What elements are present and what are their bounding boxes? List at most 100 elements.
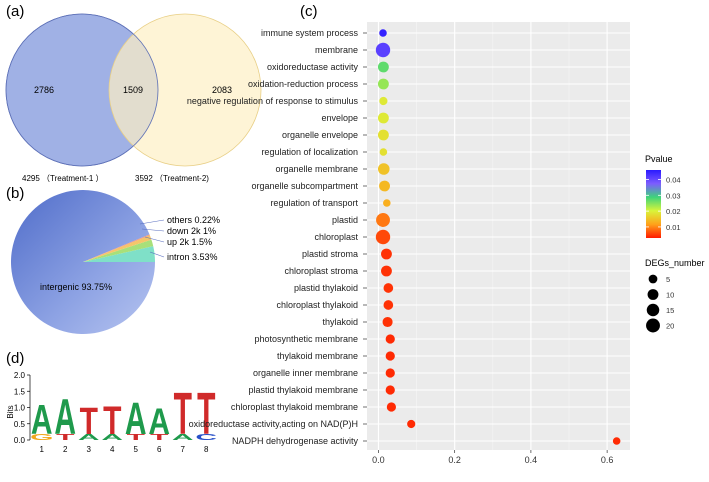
- dot-point: [379, 148, 388, 156]
- logo-position-label: 5: [134, 445, 139, 454]
- logo-position-label: 8: [204, 445, 209, 454]
- degs-legend-dot: [646, 303, 660, 317]
- logo-letter-main: A: [148, 402, 170, 443]
- logo-letter-main: A: [54, 389, 76, 445]
- dot-point: [377, 112, 389, 124]
- degs-legend-dot: [646, 318, 660, 333]
- pvalue-legend: Pvalue 0.04 0.03 0.02 0.01: [645, 154, 681, 238]
- venn-right-count: 2083: [212, 85, 232, 95]
- logo-letter-minor: A: [101, 432, 123, 441]
- venn-caption-treatment-1: 4295 （Treatment-1 ）: [22, 174, 104, 183]
- pvalue-tick-label: 0.03: [666, 191, 681, 200]
- pvalue-tick-label: 0.01: [666, 223, 681, 232]
- pie-leader-lines: [139, 219, 165, 258]
- dot-point: [407, 419, 416, 429]
- dot-point: [375, 229, 391, 245]
- pie-slice-intron: [83, 246, 155, 262]
- pie-slice-others: [83, 234, 150, 262]
- panel-a: (a) 2786 1509 2083 4295 （Treatment-1 ） 3…: [5, 3, 262, 183]
- degs-legend-label: 15: [666, 306, 674, 315]
- logo-position-label: 3: [87, 445, 92, 454]
- dot-point: [377, 78, 389, 90]
- logo-letter-minor: A: [78, 432, 100, 441]
- category-label: thylakoid: [322, 317, 358, 327]
- venn-overlap-count: 1509: [123, 85, 143, 95]
- pvalue-legend-title: Pvalue: [645, 154, 673, 164]
- pie-slice-up-2k: [83, 239, 154, 262]
- category-label: chloroplast stroma: [284, 266, 358, 276]
- logo-position-label: 2: [63, 445, 68, 454]
- dot-point: [377, 129, 389, 141]
- pie-label-intergenic: intergenic 93.75%: [40, 282, 112, 292]
- logo-letter-main: T: [103, 399, 122, 443]
- category-label: plastid: [332, 215, 358, 225]
- logo-ytick-label: 0.0: [14, 436, 26, 445]
- category-label: plastid thylakoid membrane: [248, 385, 358, 395]
- pie-slice-down-2k: [83, 235, 152, 262]
- category-label: oxidoreductase activity,acting on NAD(P)…: [189, 419, 358, 429]
- x-tick-label: 0.2: [448, 455, 461, 465]
- category-label: oxidoreductase activity: [267, 62, 359, 72]
- category-label: chloroplast thylakoid membrane: [231, 402, 358, 412]
- logo-letter-minor: C: [195, 432, 217, 441]
- pvalue-tick-label: 0.04: [666, 175, 681, 184]
- dot-point: [385, 368, 395, 378]
- dot-point: [377, 61, 389, 73]
- category-label: chloroplast thylakoid: [276, 300, 358, 310]
- x-tick-label: 0.4: [525, 455, 538, 465]
- dot-point: [386, 402, 397, 412]
- logo-letter-main: A: [125, 394, 147, 445]
- dot-point: [385, 385, 395, 395]
- logo-ytick-label: 0.5: [14, 420, 26, 429]
- logo-ylabel: Bits: [6, 405, 15, 418]
- panel-c: (c) immune system process membrane oxidore…: [187, 3, 705, 465]
- degs-legend-label: 5: [666, 275, 670, 284]
- logo-letter-minor: T: [56, 432, 75, 441]
- category-label: organelle envelope: [282, 130, 358, 140]
- degs-legend-label: 20: [666, 322, 674, 331]
- logo-letter-minor: T: [150, 432, 169, 441]
- panel-b: (b) intergenic 93.75% others 0.22% down …: [6, 185, 220, 334]
- category-label: thylakoid membrane: [277, 351, 358, 361]
- venn-left-count: 2786: [34, 85, 54, 95]
- pie-label-up-2k: up 2k 1.5%: [167, 237, 212, 247]
- pie-label-intron: intron 3.53%: [167, 252, 218, 262]
- logo-ytick-label: 1.0: [14, 404, 26, 413]
- dot-point: [383, 199, 391, 207]
- dot-point: [383, 283, 394, 293]
- category-label: membrane: [315, 45, 358, 55]
- panel-b-label: (b): [6, 185, 24, 202]
- logo-position-label: 1: [40, 445, 45, 454]
- dot-point: [385, 334, 395, 344]
- dot-point: [379, 29, 387, 37]
- pie-label-down-2k: down 2k 1%: [167, 226, 216, 236]
- category-label: organelle inner membrane: [253, 368, 358, 378]
- logo-letter-main: T: [80, 401, 98, 443]
- dot-point: [612, 437, 621, 445]
- venn-caption-treatment-2: 3592 （Treatment-2): [135, 174, 209, 183]
- degs-legend: DEGs_number 5 10 15 20: [645, 258, 705, 333]
- logo-position-label: 6: [157, 445, 162, 454]
- logo-letter-minor: G: [30, 432, 53, 441]
- category-label: regulation of transport: [270, 198, 358, 208]
- logo-letter-main: T: [174, 381, 193, 447]
- x-tick-label: 0.6: [601, 455, 614, 465]
- category-label: plastid thylakoid: [294, 283, 358, 293]
- degs-legend-dot: [647, 289, 659, 300]
- dot-point: [376, 213, 390, 227]
- logo-ytick-label: 1.5: [14, 387, 26, 396]
- category-label: photosynthetic membrane: [254, 334, 358, 344]
- dot-point: [377, 163, 390, 175]
- logo-position-label: 4: [110, 445, 115, 454]
- category-label: organelle subcompartment: [251, 181, 358, 191]
- logo-position-label: 7: [181, 445, 186, 454]
- dot-point: [383, 300, 394, 310]
- category-label: regulation of localization: [261, 147, 358, 157]
- venn-circle-treatment-2: [108, 13, 262, 167]
- dot-point: [375, 42, 391, 58]
- logo-letter-minor: T: [127, 432, 146, 441]
- category-label: negative regulation of response to stimu…: [187, 96, 359, 106]
- logo-letter-main: T: [197, 381, 216, 447]
- logo-ytick-label: 2.0: [14, 371, 26, 380]
